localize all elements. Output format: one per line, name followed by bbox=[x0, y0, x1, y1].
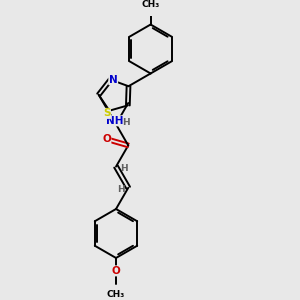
Text: O: O bbox=[102, 134, 111, 144]
Text: CH₃: CH₃ bbox=[107, 290, 125, 299]
Text: H: H bbox=[120, 164, 127, 173]
Text: N: N bbox=[109, 75, 118, 85]
Text: H: H bbox=[117, 185, 124, 194]
Text: H: H bbox=[122, 118, 129, 127]
Text: CH₃: CH₃ bbox=[142, 0, 160, 9]
Text: O: O bbox=[112, 266, 120, 276]
Text: NH: NH bbox=[106, 116, 123, 126]
Text: S: S bbox=[103, 108, 110, 118]
